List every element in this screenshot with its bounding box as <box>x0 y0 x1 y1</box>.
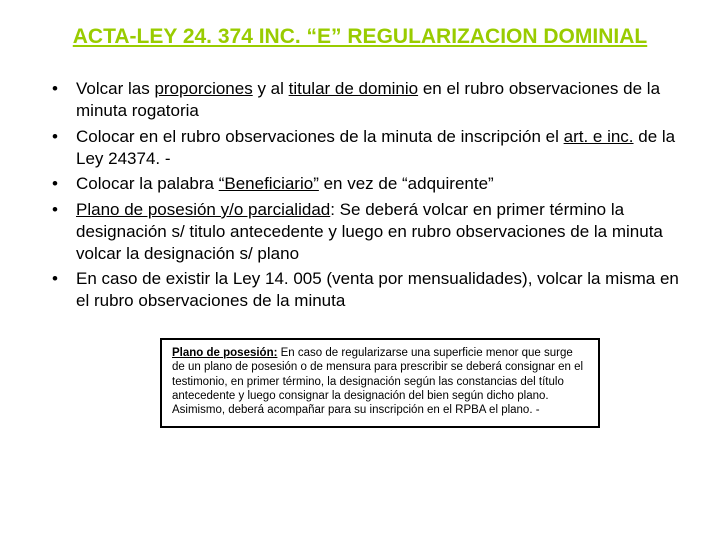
underlined-text: Plano de posesión y/o parcialidad <box>76 200 330 219</box>
note-lead: Plano de posesión: <box>172 347 277 359</box>
list-item: En caso de existir la Ley 14. 005 (venta… <box>48 268 680 312</box>
list-item: Volcar las proporciones y al titular de … <box>48 78 680 122</box>
text: Colocar en el rubro observaciones de la … <box>76 127 564 146</box>
text: en vez de “adquirente” <box>319 174 494 193</box>
underlined-text: titular de dominio <box>289 79 418 98</box>
list-item: Colocar la palabra “Beneficiario” en vez… <box>48 173 680 195</box>
note-box: Plano de posesión: En caso de regulariza… <box>160 338 600 428</box>
text: En caso de existir la Ley 14. 005 (venta… <box>76 269 679 310</box>
text: y al <box>253 79 289 98</box>
text: Colocar la palabra <box>76 174 219 193</box>
list-item: Colocar en el rubro observaciones de la … <box>48 126 680 170</box>
bullet-list: Volcar las proporciones y al titular de … <box>48 78 680 312</box>
underlined-text: proporciones <box>154 79 252 98</box>
underlined-text: “Beneficiario” <box>219 174 319 193</box>
list-item: Plano de posesión y/o parcialidad: Se de… <box>48 199 680 264</box>
page-title: ACTA-LEY 24. 374 INC. “E” REGULARIZACION… <box>40 24 680 50</box>
text: Volcar las <box>76 79 154 98</box>
underlined-text: art. e inc. <box>564 127 634 146</box>
